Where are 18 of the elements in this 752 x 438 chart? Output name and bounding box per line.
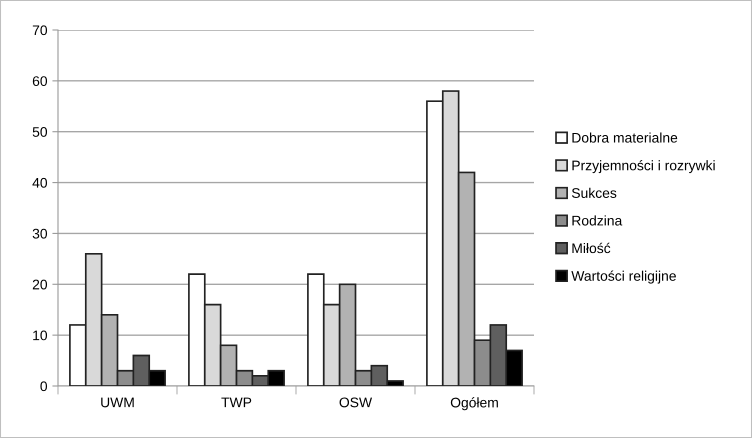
x-tick-label: Ogółem <box>450 397 498 410</box>
y-tick-label: 50 <box>32 127 48 137</box>
legend-label: Sukces <box>572 188 616 198</box>
y-tick-label: 40 <box>32 178 48 188</box>
legend-label: Przyjemności i rozrywki <box>572 160 715 174</box>
x-tick-label: UWM <box>101 398 134 408</box>
y-tick-label: 70 <box>32 25 48 36</box>
legend-label: Miłość <box>572 242 610 254</box>
y-tick-label: 30 <box>32 228 48 239</box>
legend-label: Rodzina <box>572 215 622 226</box>
x-tick-label: OSW <box>340 397 372 408</box>
y-tick-label: 0 <box>40 381 48 392</box>
y-tick-label: 10 <box>33 330 48 340</box>
legend-label: Wartości religijne <box>571 270 676 284</box>
y-tick-label: 60 <box>32 76 48 86</box>
y-tick-label: 20 <box>32 280 48 290</box>
legend-label: Dobra materialne <box>572 132 678 143</box>
x-tick-label: TWP <box>221 398 252 408</box>
